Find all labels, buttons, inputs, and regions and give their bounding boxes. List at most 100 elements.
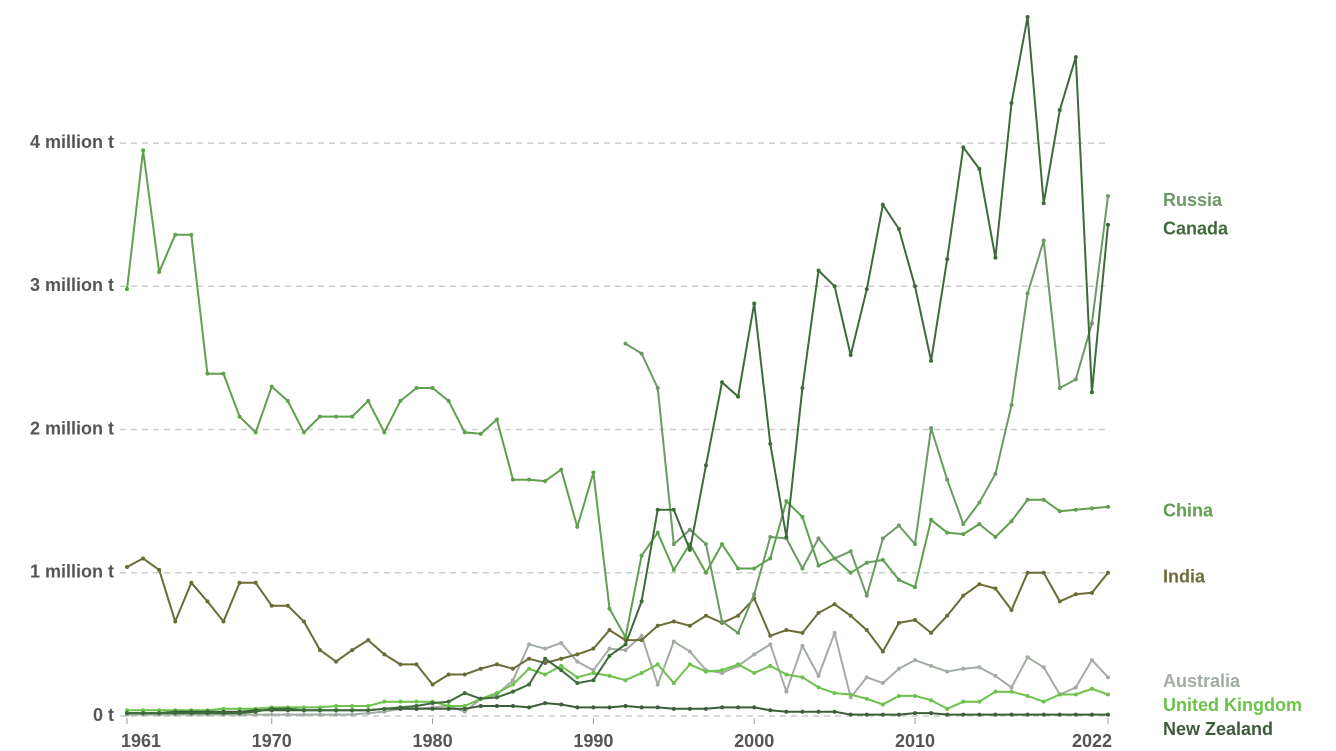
point [510,682,515,687]
x-tick-label: 1970 [252,731,292,751]
point [832,630,837,635]
point [977,582,982,587]
point [977,500,982,505]
point [671,507,676,512]
point [848,353,853,358]
point [1089,686,1094,691]
point [768,708,773,713]
point [1041,712,1046,717]
y-tick-label: 4 million t [30,132,114,152]
point [350,708,355,713]
point [317,648,322,653]
point [253,709,258,714]
point [720,705,725,710]
point [221,711,226,716]
point [1009,689,1014,694]
point [607,653,612,658]
point [913,658,918,663]
series-line [126,149,1109,639]
point [575,675,580,680]
point [800,385,805,390]
point [896,666,901,671]
y-tick-label: 2 million t [30,418,114,438]
point [462,703,467,708]
point [285,712,290,717]
point [752,301,757,306]
point [816,673,821,678]
point [494,417,499,422]
point [462,691,467,696]
point [671,706,676,711]
point [655,705,660,710]
point [446,703,451,708]
point [703,669,708,674]
point [1106,504,1110,509]
point [1073,712,1078,717]
point [462,709,467,714]
point [639,638,644,643]
point [301,712,306,717]
point [703,706,708,711]
point [768,642,773,647]
point [945,477,950,482]
point [752,652,757,657]
point [655,385,660,390]
point [864,696,869,701]
point [382,652,387,657]
point [1025,655,1030,660]
point [430,682,435,687]
point [913,585,918,590]
point [189,580,194,585]
point [784,689,789,694]
point [929,426,934,431]
point [141,148,146,153]
x-tick-label: 1990 [573,731,613,751]
point [173,711,178,716]
point [784,499,789,504]
point [559,467,564,472]
point [157,567,162,572]
point [736,662,741,667]
point [784,628,789,633]
point [301,708,306,713]
point [671,567,676,572]
point [350,648,355,653]
point [1009,608,1014,613]
point [655,530,660,535]
point [494,695,499,700]
point [157,708,162,713]
point [398,398,403,403]
point [366,711,371,716]
point [720,671,725,676]
point [478,666,483,671]
point [1106,222,1110,227]
point [543,656,548,661]
point [880,702,885,707]
point [478,703,483,708]
point [864,712,869,717]
point [639,599,644,604]
point [1009,100,1014,105]
point [977,665,982,670]
point [816,563,821,568]
point [559,663,564,668]
point [221,706,226,711]
point [527,705,532,710]
point [671,639,676,644]
point [720,542,725,547]
point [510,477,515,482]
point [317,712,322,717]
point [591,646,596,651]
point [913,711,918,716]
point [1073,685,1078,690]
point [414,706,419,711]
point [768,663,773,668]
point [205,371,210,376]
point [816,709,821,714]
point [173,232,178,237]
point [414,703,419,708]
point [961,666,966,671]
point [205,711,210,716]
point [527,477,532,482]
point [816,610,821,615]
